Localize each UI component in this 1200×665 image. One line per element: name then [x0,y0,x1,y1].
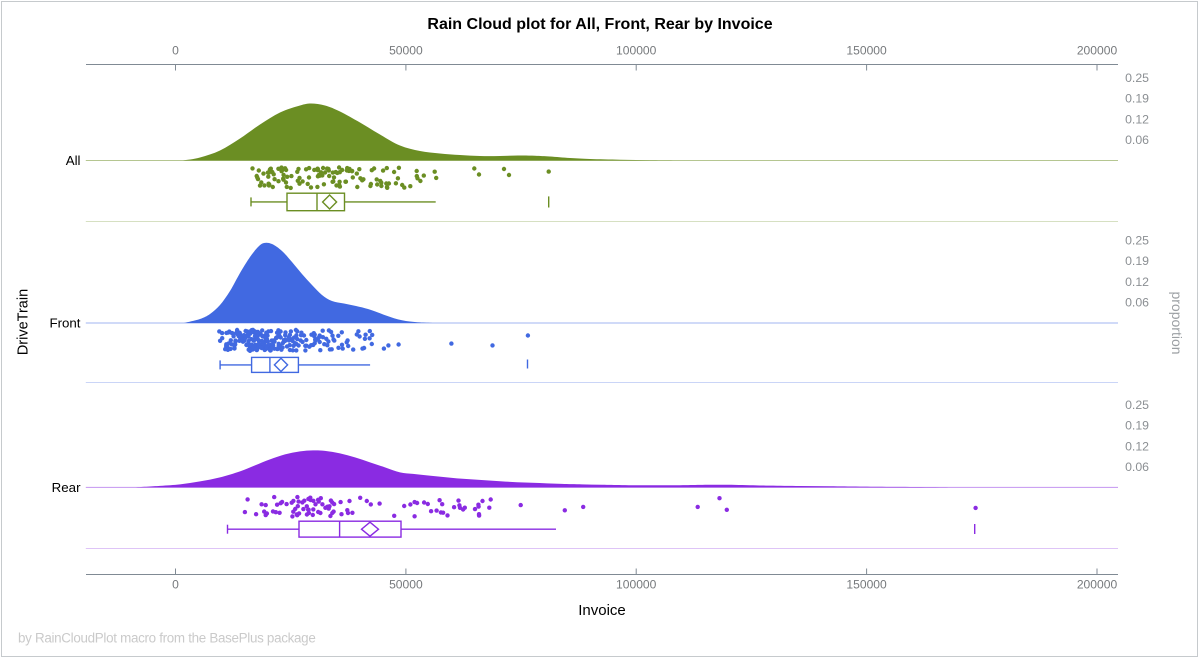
svg-text:150000: 150000 [846,44,887,58]
svg-text:All: All [66,153,81,168]
svg-text:0.06: 0.06 [1125,460,1149,474]
svg-text:0.12: 0.12 [1125,112,1149,126]
svg-text:Front: Front [49,316,80,331]
svg-text:0.19: 0.19 [1125,254,1149,268]
svg-text:0.25: 0.25 [1125,398,1149,412]
svg-text:0.06: 0.06 [1125,296,1149,310]
svg-text:100000: 100000 [616,578,657,592]
svg-text:by RainCloudPlot macro from th: by RainCloudPlot macro from the BasePlus… [18,631,315,646]
svg-text:Rear: Rear [52,480,81,495]
svg-text:Rain Cloud plot for All, Front: Rain Cloud plot for All, Front, Rear by … [427,16,772,33]
svg-text:Invoice: Invoice [578,602,626,619]
svg-text:0.12: 0.12 [1125,439,1149,453]
svg-text:0: 0 [172,578,179,592]
svg-text:50000: 50000 [389,578,423,592]
svg-text:0.19: 0.19 [1125,92,1149,106]
svg-text:0.19: 0.19 [1125,419,1149,433]
svg-text:0.25: 0.25 [1125,71,1149,85]
svg-text:150000: 150000 [846,578,887,592]
svg-text:0.12: 0.12 [1125,275,1149,289]
svg-text:0: 0 [172,44,179,58]
svg-text:DriveTrain: DriveTrain [16,289,32,355]
svg-text:200000: 200000 [1077,578,1118,592]
svg-text:200000: 200000 [1077,44,1118,58]
svg-text:0.25: 0.25 [1125,234,1149,248]
svg-text:50000: 50000 [389,44,423,58]
svg-text:proportion: proportion [1169,291,1185,354]
svg-text:100000: 100000 [616,44,657,58]
svg-text:0.06: 0.06 [1125,133,1149,147]
